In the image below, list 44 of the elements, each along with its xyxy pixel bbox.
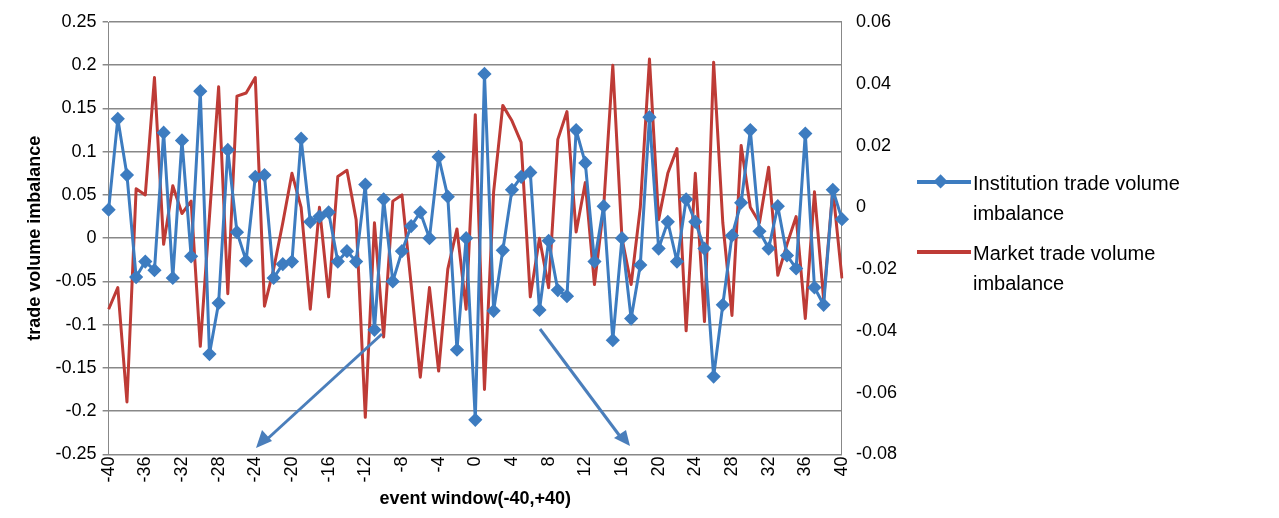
y2-tick-label: -0.06: [855, 381, 897, 402]
y2-tick-label: 0.06: [855, 10, 892, 31]
y-tick-label: 0.15: [61, 97, 97, 118]
x-tick-label: -16: [317, 456, 338, 483]
x-tick-label: -32: [170, 456, 191, 483]
y2-tick-label: 0.02: [855, 134, 892, 155]
x-tick-label: 28: [720, 456, 741, 477]
x-tick-label: 36: [794, 456, 815, 477]
x-tick-label: -12: [354, 456, 375, 483]
x-tick-label: -28: [207, 456, 228, 483]
y-tick-label: 0.2: [71, 54, 97, 75]
x-tick-label: 24: [684, 456, 705, 477]
y2-tick-label: -0.02: [855, 258, 897, 279]
y-axis-title: trade volume imbalance: [23, 135, 44, 341]
x-tick-label: 4: [500, 456, 521, 467]
y-tick-label: -0.1: [65, 313, 97, 334]
x-tick-label: 0: [464, 456, 485, 467]
y-tick-label: -0.2: [65, 400, 97, 421]
x-tick-label: -36: [134, 456, 155, 483]
x-tick-label: 20: [647, 456, 668, 477]
legend-label: Institution trade volume imbalance: [973, 171, 1181, 226]
y-tick-label: 0.25: [61, 10, 97, 31]
legend-label: Market trade volume imbalance: [973, 241, 1157, 296]
y2-tick-label: 0.04: [855, 72, 892, 93]
y-tick-label: -0.05: [55, 270, 97, 291]
x-tick-label: -24: [244, 456, 265, 483]
y-tick-label: -0.25: [55, 443, 97, 464]
x-tick-label: 40: [830, 456, 851, 477]
x-tick-label: -20: [280, 456, 301, 483]
y2-tick-label: -0.04: [855, 319, 897, 340]
y-tick-label: 0.1: [71, 140, 97, 161]
y2-tick-label: 0: [855, 196, 866, 217]
x-tick-label: 12: [574, 456, 595, 477]
x-tick-label: 16: [610, 456, 631, 477]
x-tick-label: 32: [757, 456, 778, 477]
y-tick-label: -0.15: [55, 356, 97, 377]
y-tick-label: 0: [86, 227, 97, 248]
x-tick-label: -4: [427, 456, 448, 473]
y-tick-label: 0.05: [61, 183, 97, 204]
x-tick-label: -8: [390, 456, 411, 473]
x-tick-label: -40: [97, 456, 118, 483]
y2-tick-label: -0.08: [855, 443, 897, 464]
x-tick-label: 8: [537, 456, 558, 467]
x-axis-title: event window(-40,+40): [379, 488, 572, 509]
